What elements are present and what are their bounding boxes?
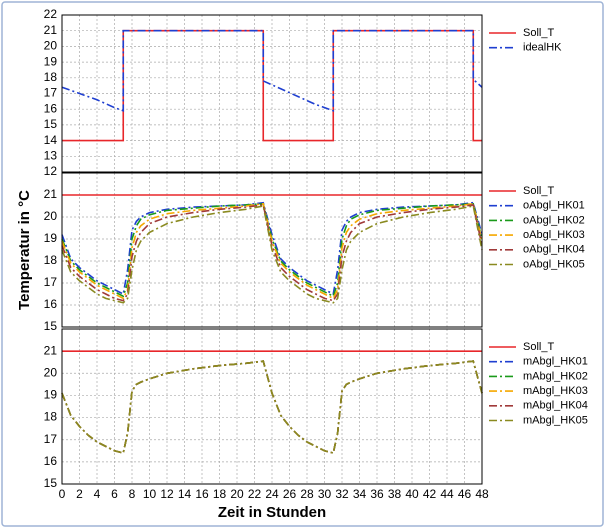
x-tick-label: 14 (178, 487, 192, 501)
y-tick-label: 16 (44, 101, 58, 115)
x-tick-label: 0 (59, 487, 66, 501)
legend-label: idealHK (523, 42, 562, 54)
legend-label: mAbgl_HK03 (523, 385, 588, 397)
series-line (61, 201, 483, 296)
x-tick-label: 42 (423, 487, 437, 501)
y-tick-label: 17 (44, 86, 58, 100)
y-tick-label: 14 (44, 133, 58, 147)
y-tick-label: 12 (44, 164, 58, 178)
legend-label: oAbgl_HK02 (523, 214, 585, 226)
series-line (62, 29, 482, 142)
y-axis-label: Temperatur in °C (16, 190, 33, 310)
series-line (61, 360, 483, 454)
y-tick-label: 13 (44, 148, 58, 162)
legend-label: oAbgl_HK01 (523, 200, 585, 212)
x-tick-label: 4 (94, 487, 101, 501)
x-axis-label: Zeit in Stunden (218, 504, 326, 521)
y-tick-label: 18 (44, 410, 58, 424)
series-line (61, 204, 483, 302)
x-tick-label: 20 (230, 487, 244, 501)
x-tick-label: 18 (213, 487, 227, 501)
x-tick-label: 32 (335, 487, 349, 501)
legend-label: mAbgl_HK04 (523, 400, 588, 412)
x-tick-label: 46 (458, 487, 472, 501)
y-tick-label: 16 (44, 454, 58, 468)
y-tick-label: 16 (44, 297, 58, 311)
legend-label: mAbgl_HK02 (523, 370, 588, 382)
y-tick-label: 20 (44, 365, 58, 379)
x-tick-label: 36 (370, 487, 384, 501)
y-tick-label: 18 (44, 70, 58, 84)
y-tick-label: 19 (44, 388, 58, 402)
x-tick-label: 8 (129, 487, 136, 501)
legend-label: Soll_T (523, 27, 554, 39)
y-tick-label: 22 (44, 7, 58, 21)
y-tick-label: 20 (44, 39, 58, 53)
x-tick-label: 44 (440, 487, 454, 501)
series-line (61, 205, 483, 304)
x-tick-label: 16 (195, 487, 209, 501)
y-tick-label: 17 (44, 432, 58, 446)
x-tick-label: 10 (143, 487, 157, 501)
legend-label: oAbgl_HK04 (523, 244, 585, 256)
y-tick-label: 19 (44, 231, 58, 245)
series-line (61, 202, 483, 300)
plot-frame (61, 172, 483, 328)
y-tick-label: 15 (44, 117, 58, 131)
y-tick-label: 21 (44, 343, 58, 357)
x-tick-label: 24 (265, 487, 279, 501)
x-tick-label: 26 (283, 487, 297, 501)
legend-label: Soll_T (523, 341, 554, 353)
x-tick-label: 30 (318, 487, 332, 501)
x-tick-label: 22 (248, 487, 262, 501)
y-tick-label: 21 (44, 187, 58, 201)
x-tick-label: 6 (111, 487, 118, 501)
legend-label: Soll_T (523, 185, 554, 197)
y-tick-label: 15 (44, 476, 58, 490)
y-tick-label: 17 (44, 275, 58, 289)
x-tick-label: 48 (475, 487, 489, 501)
legend-label: mAbgl_HK01 (523, 356, 588, 368)
x-tick-label: 2 (76, 487, 83, 501)
y-tick-label: 20 (44, 209, 58, 223)
legend-label: oAbgl_HK03 (523, 229, 585, 241)
x-tick-label: 34 (353, 487, 367, 501)
plot-frame (61, 14, 483, 173)
y-tick-label: 18 (44, 253, 58, 267)
y-tick-label: 21 (44, 23, 58, 37)
legend-label: mAbgl_HK05 (523, 414, 588, 426)
x-tick-label: 28 (300, 487, 314, 501)
plot-frame (61, 328, 483, 485)
x-tick-label: 12 (160, 487, 174, 501)
legend-label: oAbgl_HK05 (523, 258, 585, 270)
y-tick-label: 19 (44, 54, 58, 68)
x-tick-label: 38 (388, 487, 402, 501)
y-tick-label: 15 (44, 319, 58, 333)
x-tick-label: 40 (405, 487, 419, 501)
